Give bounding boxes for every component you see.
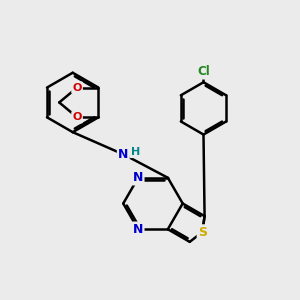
Text: N: N — [133, 171, 143, 184]
Text: Cl: Cl — [197, 65, 210, 78]
Text: N: N — [118, 148, 128, 161]
Text: S: S — [198, 226, 207, 238]
Text: H: H — [130, 147, 140, 157]
Text: O: O — [72, 112, 82, 122]
Text: N: N — [133, 223, 143, 236]
Text: O: O — [72, 82, 82, 93]
